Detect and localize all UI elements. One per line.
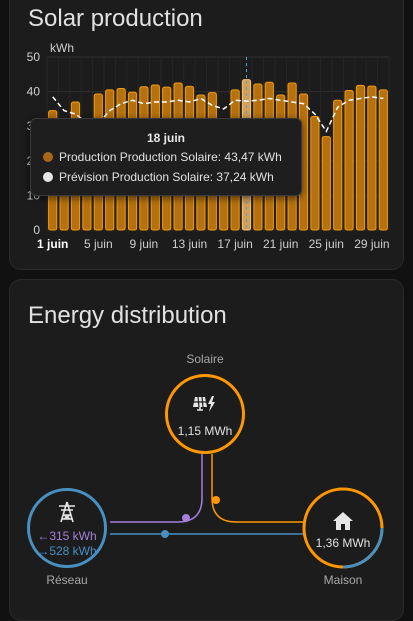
home-node-label: Maison	[323, 573, 363, 587]
solar-card-title: Solar production	[28, 5, 203, 32]
home-ring-blue	[342, 527, 384, 569]
tooltip-title: 18 juin	[146, 131, 185, 145]
x-tick-label: 21 juin	[263, 237, 298, 251]
tooltip-row-production: Production Production Solaire: 43,47 kWh	[43, 150, 282, 164]
production-bar[interactable]	[378, 89, 388, 231]
production-bar[interactable]	[355, 84, 366, 231]
grid-node[interactable]: ←315 kWh →528 kWh	[27, 488, 107, 568]
solar-node-value: 1,15 MWh	[177, 424, 233, 438]
chart-tooltip: 18 juin Production Production Solaire: 4…	[30, 118, 302, 196]
forecast-legend-dot	[43, 172, 53, 182]
x-tick-label: 9 juin	[130, 237, 159, 251]
tooltip-production-text: Production Production Solaire: 43,47 kWh	[59, 150, 282, 164]
grid-to-value: →528 kWh	[37, 544, 97, 558]
home-node-value: 1,36 MWh	[315, 536, 371, 550]
home-icon	[304, 511, 382, 536]
flow-solar-to-home	[211, 454, 304, 523]
forecast-line	[52, 96, 384, 133]
x-tick-label: 29 juin	[354, 237, 389, 251]
flow-solar-to-grid	[110, 454, 203, 523]
production-bar[interactable]	[321, 136, 331, 231]
x-tick-label: 13 juin	[172, 237, 207, 251]
solar-node[interactable]: 1,15 MWh	[165, 374, 245, 454]
tooltip-row-forecast: Prévision Production Solaire: 37,24 kWh	[43, 170, 274, 184]
energy-flow-lines	[110, 454, 384, 569]
production-legend-dot	[43, 152, 53, 162]
production-bar[interactable]	[344, 90, 354, 231]
flow-dot-solar-grid	[182, 514, 190, 522]
grid-node-label: Réseau	[46, 573, 88, 587]
energy-card-title: Energy distribution	[28, 302, 227, 329]
transmission-tower-icon	[30, 501, 104, 528]
home-node[interactable]: 1,36 MWh	[304, 489, 382, 567]
production-bar[interactable]	[310, 116, 320, 231]
flow-dot-solar-home	[212, 496, 220, 504]
solar-node-label: Solaire	[186, 352, 224, 366]
y-tick-label: 0	[33, 223, 40, 237]
production-bar[interactable]	[333, 99, 343, 231]
x-tick-label: 25 juin	[309, 237, 344, 251]
y-tick-label: 50	[27, 50, 41, 64]
x-tick-label: 5 juin	[84, 237, 113, 251]
y-axis-label: kWh	[50, 41, 74, 55]
x-tick-label: 17 juin	[217, 237, 252, 251]
tooltip-forecast-text: Prévision Production Solaire: 37,24 kWh	[59, 170, 274, 184]
y-tick-label: 40	[27, 85, 41, 99]
production-bar[interactable]	[367, 85, 377, 231]
flow-dot-grid-home	[161, 530, 169, 538]
solar-panel-bolt-icon	[168, 393, 242, 420]
grid-from-value: ←315 kWh	[37, 529, 97, 543]
x-tick-label: 1 juin	[37, 237, 68, 251]
